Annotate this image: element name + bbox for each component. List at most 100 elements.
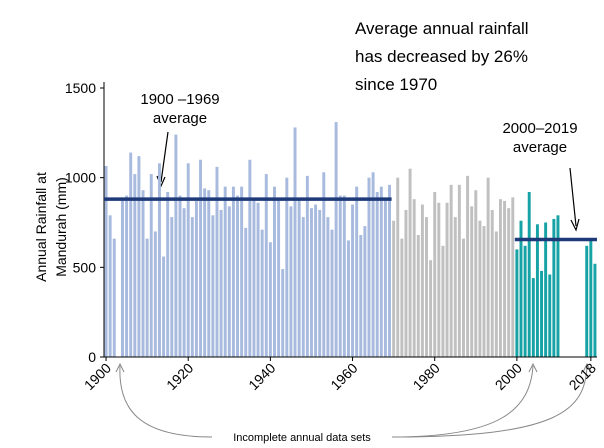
bar bbox=[244, 227, 248, 357]
x-tick-label: 2000 bbox=[492, 360, 525, 393]
bar bbox=[342, 195, 346, 357]
annotation-line: has decreased by 26% bbox=[355, 47, 528, 66]
y-axis-title-line: Mandurah (mm) bbox=[53, 177, 69, 277]
bar bbox=[367, 177, 371, 357]
bar bbox=[207, 190, 211, 357]
x-tick-label: 1940 bbox=[245, 360, 278, 393]
bar bbox=[125, 195, 129, 357]
bar bbox=[211, 215, 215, 357]
bar bbox=[256, 202, 260, 357]
bar bbox=[236, 195, 239, 357]
bar bbox=[420, 204, 424, 357]
bar bbox=[498, 199, 502, 357]
bar bbox=[137, 156, 141, 357]
bar bbox=[199, 159, 203, 357]
average-label: average bbox=[513, 139, 567, 156]
bar bbox=[519, 220, 523, 357]
bar bbox=[346, 240, 350, 357]
y-tick-label: 1500 bbox=[65, 80, 96, 96]
bar bbox=[396, 177, 400, 357]
bar bbox=[351, 204, 355, 357]
bar bbox=[408, 168, 412, 357]
bar bbox=[412, 199, 416, 357]
bar bbox=[149, 174, 153, 357]
bar bbox=[527, 192, 531, 357]
bar bbox=[194, 200, 198, 357]
bar bbox=[129, 152, 133, 357]
bar bbox=[355, 186, 359, 357]
bar bbox=[305, 175, 309, 357]
bar bbox=[338, 195, 342, 357]
arrow-head bbox=[528, 362, 538, 373]
bar bbox=[552, 218, 556, 357]
bar bbox=[203, 188, 207, 357]
bar bbox=[363, 226, 367, 357]
bar bbox=[474, 190, 478, 357]
bar bbox=[457, 184, 461, 357]
bar bbox=[281, 269, 285, 357]
average-label: 1900 –1969 bbox=[140, 91, 219, 108]
bar bbox=[556, 215, 560, 357]
bar bbox=[182, 208, 186, 357]
y-axis-title-line: Annual Rainfall at bbox=[33, 172, 49, 282]
bar bbox=[593, 263, 597, 357]
arrow-head bbox=[570, 218, 580, 232]
bar bbox=[157, 163, 161, 357]
x-tick-label: 1900 bbox=[81, 360, 114, 393]
bar bbox=[231, 186, 235, 357]
bar bbox=[223, 186, 227, 357]
bar bbox=[379, 186, 383, 357]
bar bbox=[141, 190, 145, 357]
arrow bbox=[119, 365, 213, 438]
note: Incomplete annual data sets bbox=[233, 432, 371, 444]
bar bbox=[260, 229, 264, 357]
annotation-line: Average annual rainfall bbox=[355, 19, 529, 38]
bar bbox=[375, 192, 379, 357]
bar bbox=[482, 226, 486, 357]
bar bbox=[544, 222, 548, 357]
arrow bbox=[391, 365, 534, 438]
bar bbox=[445, 202, 449, 357]
bar bbox=[293, 127, 297, 357]
arrow bbox=[569, 167, 577, 227]
bar bbox=[392, 220, 396, 357]
bar bbox=[371, 172, 375, 357]
bar bbox=[490, 209, 494, 357]
bar bbox=[425, 217, 428, 357]
bar bbox=[383, 199, 387, 357]
bar bbox=[277, 199, 281, 357]
bar bbox=[186, 163, 190, 357]
arrow-head bbox=[582, 362, 592, 373]
bar bbox=[359, 235, 363, 357]
arrow-head bbox=[115, 362, 125, 373]
bar bbox=[531, 278, 535, 357]
x-tick-label: 1960 bbox=[327, 360, 360, 393]
bar bbox=[494, 231, 498, 357]
bar bbox=[240, 186, 244, 357]
y-tick-label: 0 bbox=[88, 349, 96, 365]
bar bbox=[252, 199, 256, 357]
x-tick-label: 1920 bbox=[163, 360, 196, 393]
bar bbox=[515, 249, 519, 357]
bar bbox=[145, 238, 149, 357]
bar bbox=[589, 240, 593, 357]
y-tick-label: 500 bbox=[73, 259, 97, 275]
y-tick-label: 1000 bbox=[65, 170, 96, 186]
bar bbox=[486, 177, 490, 357]
bar bbox=[470, 206, 474, 357]
bar bbox=[433, 192, 437, 357]
bar bbox=[449, 184, 453, 357]
bar bbox=[162, 256, 166, 357]
bar bbox=[388, 184, 392, 357]
x-tick-label: 2018 bbox=[566, 360, 599, 393]
y-axis-title: Annual Rainfall at Mandurah (mm) bbox=[33, 172, 69, 282]
bar bbox=[453, 217, 457, 357]
bar bbox=[523, 245, 527, 357]
bar bbox=[112, 238, 116, 357]
bar bbox=[104, 166, 108, 357]
bar bbox=[285, 177, 289, 357]
bar bbox=[511, 197, 515, 357]
bar bbox=[170, 217, 174, 357]
bar bbox=[248, 159, 252, 357]
